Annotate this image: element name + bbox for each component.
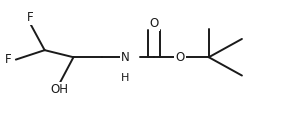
Text: H: H	[121, 73, 130, 83]
Text: O: O	[149, 17, 159, 30]
Text: OH: OH	[50, 83, 68, 96]
Text: F: F	[5, 53, 12, 66]
Text: F: F	[27, 11, 34, 24]
Text: N: N	[121, 51, 130, 64]
Text: O: O	[175, 51, 185, 64]
